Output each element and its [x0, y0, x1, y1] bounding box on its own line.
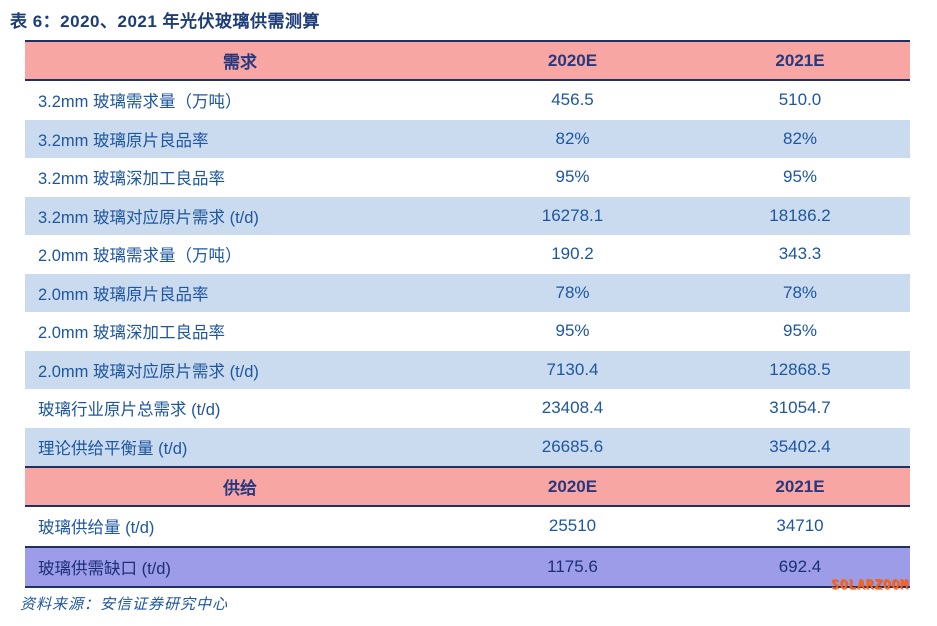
row-label: 3.2mm 玻璃需求量（万吨）	[38, 93, 242, 112]
row-value-2021: 78%	[690, 273, 910, 312]
table-row: 3.2mm 玻璃需求量（万吨） 456.5 510.0	[25, 80, 910, 120]
row-value-2020: 1175.6	[455, 545, 690, 588]
row-value-2020: 456.5	[551, 90, 594, 110]
row-value-2021: 35402.4	[690, 427, 910, 467]
row-label: 玻璃供需缺口 (t/d)	[25, 545, 455, 588]
row-label: 玻璃供给量 (t/d)	[38, 519, 155, 538]
supply-section-label: 供给	[25, 466, 455, 507]
solarzoom-watermark: SOLARZOOM	[831, 577, 909, 593]
row-label: 理论供给平衡量 (t/d)	[25, 427, 455, 467]
column-header-2021e: 2021E	[690, 466, 910, 507]
row-value-2020: 78%	[455, 273, 690, 312]
row-label: 2.0mm 玻璃对应原片需求 (t/d)	[25, 350, 455, 389]
row-label: 3.2mm 玻璃深加工良品率	[38, 170, 226, 189]
row-value-2021: 95%	[782, 321, 818, 341]
source-note: 资料来源：安信证券研究中心	[20, 597, 229, 613]
page-title: 表 6：2020、2021 年光伏玻璃供需测算	[10, 12, 321, 31]
demand-section-label: 需求	[25, 40, 455, 81]
demand-header-row: 需求 2020E 2021E	[25, 40, 910, 81]
table-row: 玻璃供给量 (t/d) 25510 34710	[25, 506, 910, 547]
column-header-2021e: 2021E	[690, 40, 910, 81]
row-value-2020: 190.2	[551, 244, 594, 264]
row-label: 2.0mm 玻璃深加工良品率	[38, 324, 226, 343]
row-value-2020: 7130.4	[455, 350, 690, 389]
row-label: 3.2mm 玻璃原片良品率	[25, 119, 455, 158]
table-row: 3.2mm 玻璃原片良品率 82% 82%	[25, 119, 910, 158]
row-value-2020: 95%	[555, 167, 590, 187]
row-value-2020: 25510	[548, 516, 597, 536]
row-value-2020: 82%	[455, 119, 690, 158]
supply-demand-table: 需求 2020E 2021E 3.2mm 玻璃需求量（万吨） 456.5 510…	[25, 40, 910, 588]
row-value-2020: 23408.4	[541, 398, 604, 418]
row-value-2021: 510.0	[778, 90, 822, 110]
table-row: 2.0mm 玻璃需求量（万吨） 190.2 343.3	[25, 235, 910, 274]
column-header-2020e: 2020E	[455, 40, 690, 81]
row-value-2021: 95%	[782, 167, 818, 187]
table-row: 3.2mm 玻璃深加工良品率 95% 95%	[25, 158, 910, 197]
row-label: 2.0mm 玻璃需求量（万吨）	[38, 247, 242, 266]
row-label: 玻璃行业原片总需求 (t/d)	[38, 401, 221, 420]
row-value-2021: 692.4	[690, 545, 910, 588]
row-value-2021: 18186.2	[690, 196, 910, 235]
table-row: 2.0mm 玻璃原片良品率 78% 78%	[25, 273, 910, 312]
table-row: 理论供给平衡量 (t/d) 26685.6 35402.4	[25, 427, 910, 467]
row-value-2021: 31054.7	[769, 398, 831, 418]
column-header-2020e: 2020E	[455, 466, 690, 507]
table-row: 2.0mm 玻璃对应原片需求 (t/d) 7130.4 12868.5	[25, 350, 910, 389]
supply-header-row: 供给 2020E 2021E	[25, 466, 910, 507]
supply-gap-row: 玻璃供需缺口 (t/d) 1175.6 692.4	[25, 545, 910, 588]
row-value-2021: 82%	[690, 119, 910, 158]
row-value-2020: 26685.6	[455, 427, 690, 467]
row-value-2021: 343.3	[778, 244, 822, 264]
table-row: 玻璃行业原片总需求 (t/d) 23408.4 31054.7	[25, 389, 910, 428]
table-row: 2.0mm 玻璃深加工良品率 95% 95%	[25, 312, 910, 351]
row-label: 2.0mm 玻璃原片良品率	[25, 273, 455, 312]
row-label: 3.2mm 玻璃对应原片需求 (t/d)	[25, 196, 455, 235]
row-value-2020: 95%	[555, 321, 590, 341]
row-value-2021: 34710	[776, 516, 824, 536]
table-row: 3.2mm 玻璃对应原片需求 (t/d) 16278.1 18186.2	[25, 196, 910, 235]
row-value-2021: 12868.5	[690, 350, 910, 389]
row-value-2020: 16278.1	[455, 196, 690, 235]
